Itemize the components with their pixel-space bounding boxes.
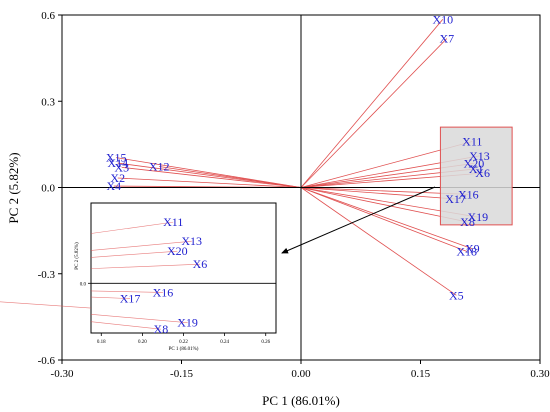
- y-tick-label: 0.0: [41, 183, 55, 195]
- inset-label-x16: X16: [153, 285, 174, 299]
- loading-line-x17: [300, 187, 456, 200]
- y-axis-title: PC 2 (5.82%): [6, 152, 21, 223]
- x-tick-label: 0.30: [530, 368, 550, 380]
- loading-label-x9: X9: [465, 242, 480, 256]
- loading-line-x10: [300, 19, 444, 188]
- inset-label-x20: X20: [167, 244, 188, 258]
- loading-label-x3: X3: [114, 160, 129, 174]
- x-tick-label: 0.15: [411, 368, 431, 380]
- loading-label-x15: X15: [106, 151, 127, 165]
- inset-label-x6: X6: [193, 257, 208, 271]
- x-tick-label: -0.15: [170, 368, 193, 380]
- x-tick-label: -0.30: [51, 368, 74, 380]
- loading-label-x4: X4: [106, 179, 121, 193]
- inset-line-x20: [90, 250, 178, 258]
- y-tick-label: 0.3: [41, 96, 55, 108]
- loading-label-x8: X8: [460, 215, 475, 229]
- loading-label-x6: X6: [475, 166, 490, 180]
- inset-x-tick-label: 0.26: [261, 340, 270, 345]
- inset-line-x16: [90, 290, 163, 293]
- inset-y-tick-label: 0.0: [80, 282, 87, 287]
- inset-line-x13: [90, 240, 192, 251]
- inset-x-tick-label: 0.18: [97, 340, 106, 345]
- loading-label-x12: X12: [149, 160, 170, 174]
- loading-label-x5: X5: [449, 288, 464, 302]
- loading-label-x10: X10: [432, 12, 453, 26]
- inset-line-x17: [90, 296, 131, 299]
- inset-frame: [90, 202, 277, 334]
- x-axis-title: PC 1 (86.01%): [262, 393, 340, 408]
- loading-line-x18: [300, 187, 467, 252]
- inset-y-axis-title: PC 2 (5.82%): [75, 242, 80, 270]
- x-tick-label: 0.00: [291, 368, 311, 380]
- loading-label-x7: X7: [439, 32, 454, 46]
- loading-label-x20: X20: [464, 156, 485, 170]
- loading-label-x1: X1: [469, 162, 484, 176]
- loading-line-x12: [159, 166, 302, 188]
- inset-line-x8: [90, 321, 161, 330]
- loading-line-x5: [300, 187, 457, 296]
- inset-chart: X11X13X20X14X6X16X17X19X80.180.200.220.2…: [0, 202, 277, 352]
- inset-x-tick-label: 0.22: [179, 340, 188, 345]
- loading-label-x18: X18: [456, 244, 477, 258]
- loading-label-x11: X11: [462, 135, 482, 149]
- loading-label-x16: X16: [458, 187, 479, 201]
- loading-line-x9: [300, 187, 473, 250]
- inset-x-tick-label: 0.24: [220, 340, 229, 345]
- inset-line-x19: [90, 314, 188, 323]
- loading-label-x17: X17: [445, 192, 466, 206]
- loading-label-x13: X13: [469, 149, 490, 163]
- inset-line-x6: [90, 263, 200, 269]
- loading-line-x2: [117, 177, 302, 188]
- y-tick-label: 0.6: [41, 10, 55, 22]
- inset-x-axis-title: PC 1 (86.01%): [169, 347, 199, 352]
- loading-label-x19: X19: [468, 210, 489, 224]
- y-tick-label: -0.3: [38, 269, 56, 281]
- axis-ticks: -0.30 -0.15 0.00 0.15 0.30 -0.6 -0.3 0.0 0.3 0.6: [38, 10, 550, 380]
- inset-line-x11: [90, 221, 174, 234]
- highlight-box: [439, 126, 513, 226]
- inset-label-x19: X19: [177, 316, 198, 330]
- inset-label-x11: X11: [163, 215, 183, 229]
- loading-line-x7: [300, 38, 448, 188]
- y-tick-label: -0.6: [38, 355, 56, 367]
- inset-x-tick-label: 0.20: [138, 340, 147, 345]
- loading-line-x14: [117, 162, 302, 188]
- loading-label-x14: X14: [107, 156, 128, 170]
- zoom-arrow: [281, 186, 436, 254]
- inset-label-x17: X17: [120, 292, 141, 306]
- loading-line-x3: [121, 166, 302, 188]
- inset-label-x8: X8: [154, 322, 169, 336]
- zoom-arrow-line: [281, 186, 436, 254]
- loading-line-x8: [300, 187, 468, 223]
- loading-label-x2: X2: [110, 171, 125, 185]
- loading-line-x15: [116, 157, 302, 188]
- inset-label-x13: X13: [181, 234, 202, 248]
